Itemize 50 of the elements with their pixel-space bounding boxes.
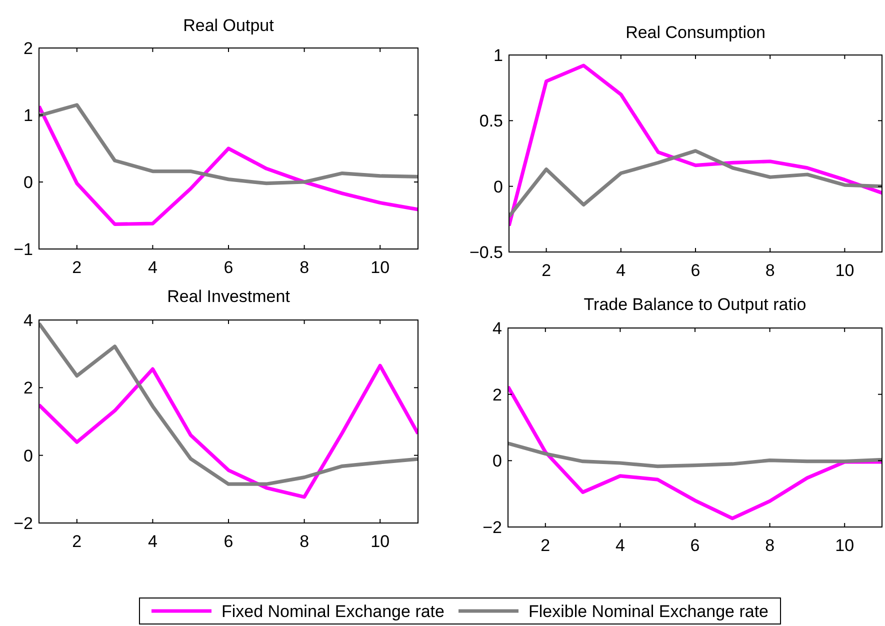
legend-label: Fixed Nominal Exchange rate (221, 602, 444, 621)
x-tick-label: 4 (148, 532, 158, 551)
chart-title: Real Consumption (626, 23, 766, 42)
line-series (508, 384, 882, 520)
y-tick-label: 2 (492, 385, 502, 404)
x-tick-label: 8 (300, 258, 310, 277)
y-tick-label: 4 (492, 318, 502, 338)
x-tick-label: 4 (616, 261, 626, 280)
x-tick-label: 2 (540, 536, 550, 555)
x-tick-label: 6 (224, 258, 234, 277)
x-tick-label: 10 (370, 258, 390, 277)
y-tick-label: 1 (24, 106, 33, 125)
y-tick-label: 2 (24, 378, 33, 398)
line-series (39, 364, 418, 499)
line-series (509, 64, 882, 228)
line-series (39, 103, 418, 186)
x-tick-label: 8 (300, 532, 310, 551)
x-tick-label: 2 (72, 532, 82, 551)
y-tick-label: 4 (24, 310, 33, 330)
x-tick-label: 6 (224, 532, 234, 551)
y-tick-label: 0 (494, 177, 503, 196)
x-tick-label: 2 (72, 258, 82, 277)
y-tick-label: 1 (494, 46, 503, 65)
y-tick-label: −1 (14, 240, 33, 259)
x-tick-label: 10 (835, 261, 854, 280)
y-tick-label: −2 (14, 514, 33, 533)
line-series (39, 104, 418, 226)
y-tick-label: 2 (24, 38, 33, 58)
x-tick-label: 8 (765, 536, 775, 555)
legend-label: Flexible Nominal Exchange rate (528, 602, 769, 621)
x-tick-label: 2 (542, 261, 552, 280)
y-tick-label: 0 (24, 446, 33, 466)
line-series (508, 442, 882, 468)
y-tick-label: 0 (492, 452, 502, 471)
y-tick-label: 0.5 (479, 112, 503, 131)
x-tick-label: 6 (690, 261, 700, 280)
x-tick-label: 4 (615, 536, 625, 555)
x-tick-label: 8 (765, 261, 775, 280)
line-series (509, 149, 882, 218)
x-tick-label: 6 (690, 536, 700, 555)
x-tick-label: 4 (148, 258, 158, 277)
x-tick-label: 10 (370, 532, 390, 551)
chart-title: Real Investment (167, 287, 290, 306)
chart-title: Trade Balance to Output ratio (584, 295, 806, 314)
y-tick-label: −2 (482, 518, 502, 537)
chart-title: Real Output (183, 16, 274, 35)
y-tick-label: −0.5 (469, 242, 503, 262)
line-series (39, 322, 418, 486)
x-tick-label: 10 (835, 536, 854, 555)
y-tick-label: 0 (24, 172, 33, 192)
